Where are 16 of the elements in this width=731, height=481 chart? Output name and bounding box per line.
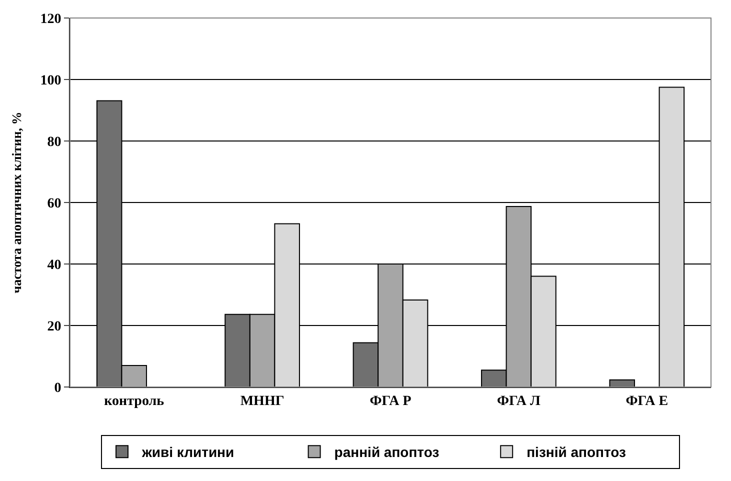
- y-tick-label: 120: [40, 12, 62, 27]
- legend-label: пізній апоптоз: [526, 444, 626, 460]
- y-tick-label: 60: [47, 196, 62, 212]
- y-tick-label: 40: [47, 258, 62, 273]
- y-tick-label: 80: [47, 134, 62, 150]
- legend-label: живі клитини: [141, 444, 234, 460]
- x-tick-label: МННГ: [240, 394, 284, 409]
- legend-label: ранній апоптоз: [334, 444, 440, 460]
- x-tick-label: контроль: [104, 394, 165, 409]
- x-tick-label: ФГА Л: [496, 394, 541, 409]
- y-tick-label: 0: [54, 380, 62, 396]
- y-tick-label: 100: [40, 73, 62, 88]
- y-axis-title: частота апоптичних клітин, %: [9, 112, 24, 294]
- x-tick-label: ФГА Е: [626, 394, 668, 409]
- y-tick-label: 20: [47, 319, 62, 334]
- x-tick-label: ФГА Р: [370, 394, 412, 409]
